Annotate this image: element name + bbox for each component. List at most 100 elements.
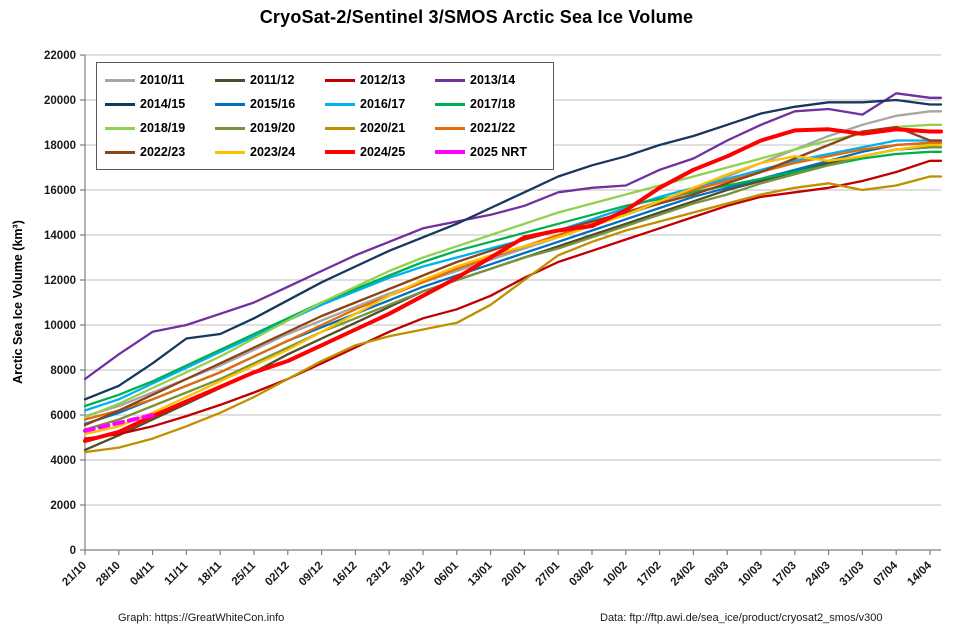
legend-swatch <box>105 102 135 106</box>
legend-label: 2014/15 <box>140 97 186 111</box>
series-line-2010-11 <box>83 110 943 418</box>
legend-swatch <box>215 150 245 154</box>
legend-item-2016-17: 2016/17 <box>325 97 435 111</box>
y-tick-label: 20000 <box>44 95 76 107</box>
series-line-2020-21 <box>83 175 943 454</box>
legend-swatch <box>435 150 465 154</box>
legend-item-2025-nrt: 2025 NRT <box>435 145 545 159</box>
legend-label: 2017/18 <box>470 97 516 111</box>
legend-label: 2016/17 <box>360 97 406 111</box>
x-tick-label: 04/11 <box>128 559 157 588</box>
legend-swatch <box>325 126 355 130</box>
y-tick-label: 14000 <box>44 230 76 242</box>
y-tick-label: 10000 <box>44 320 76 332</box>
x-tick-label: 24/03 <box>804 560 833 589</box>
x-tick-label: 30/12 <box>398 560 427 589</box>
legend-swatch <box>105 126 135 130</box>
legend-item-2012-13: 2012/13 <box>325 73 435 87</box>
graph-credit: Graph: https://GreatWhiteCon.info <box>118 612 285 624</box>
x-tick-label: 07/04 <box>871 559 900 588</box>
y-tick-label: 2000 <box>50 500 76 512</box>
x-tick-label: 09/12 <box>297 560 326 589</box>
x-tick-label: 24/02 <box>669 560 698 589</box>
legend-label: 2015/16 <box>250 97 296 111</box>
legend-swatch <box>215 78 245 82</box>
legend-label: 2020/21 <box>360 121 406 135</box>
legend-label: 2011/12 <box>250 73 295 87</box>
legend-label: 2025 NRT <box>470 145 527 159</box>
legend-label: 2010/11 <box>140 73 185 87</box>
x-tick-label: 21/10 <box>60 560 89 589</box>
y-tick-label: 16000 <box>44 185 76 197</box>
x-tick-label: 13/01 <box>466 559 495 588</box>
x-tick-label: 31/03 <box>838 560 867 589</box>
legend: 2010/11 2011/12 2012/13 2013/14 2014/15 2015/… <box>96 62 554 170</box>
series-line-2019-20 <box>83 146 943 431</box>
legend-swatch <box>325 150 355 154</box>
legend-item-2024-25: 2024/25 <box>325 145 435 159</box>
x-tick-label: 10/03 <box>736 560 765 589</box>
y-tick-label: 22000 <box>44 50 76 62</box>
legend-label: 2021/22 <box>470 121 516 135</box>
x-tick-label: 17/02 <box>635 560 664 589</box>
legend-item-2011-12: 2011/12 <box>215 73 325 87</box>
x-tick-label: 27/01 <box>533 559 562 588</box>
legend-swatch <box>435 126 465 130</box>
legend-label: 2024/25 <box>360 145 406 159</box>
x-tick-label: 18/11 <box>196 559 225 588</box>
legend-label: 2012/13 <box>360 73 406 87</box>
y-tick-label: 0 <box>70 545 76 557</box>
y-tick-label: 18000 <box>44 140 76 152</box>
series-line-2025-nrt <box>83 413 155 433</box>
legend-swatch <box>325 78 355 82</box>
legend-label: 2023/24 <box>250 145 296 159</box>
legend-label: 2013/14 <box>470 73 516 87</box>
y-tick-label: 8000 <box>50 365 76 377</box>
legend-swatch <box>105 78 135 82</box>
series-line-2013-14 <box>83 92 943 381</box>
series-line-2018-19 <box>83 123 943 419</box>
legend-item-2023-24: 2023/24 <box>215 145 325 159</box>
legend-item-2017-18: 2017/18 <box>435 97 545 111</box>
series-line-2012-13 <box>83 159 943 440</box>
legend-label: 2019/20 <box>250 121 296 135</box>
legend-swatch <box>215 102 245 106</box>
x-tick-label: 03/02 <box>567 560 596 589</box>
x-tick-label: 03/03 <box>702 560 731 589</box>
x-tick-label: 25/11 <box>230 559 259 588</box>
y-axis-title: Arctic Sea Ice Volume (km³) <box>11 220 25 384</box>
legend-item-2021-22: 2021/22 <box>435 121 545 135</box>
chart-title: CryoSat-2/Sentinel 3/SMOS Arctic Sea Ice… <box>259 7 694 27</box>
x-tick-label: 20/01 <box>500 559 529 588</box>
legend-swatch <box>325 102 355 106</box>
legend-item-2022-23: 2022/23 <box>105 145 215 159</box>
x-tick-label: 23/12 <box>364 560 393 589</box>
series-line-2023-24 <box>83 143 943 436</box>
x-tick-label: 17/03 <box>770 560 799 589</box>
x-tick-label: 28/10 <box>94 560 123 589</box>
series-line-2014-15 <box>83 98 943 401</box>
legend-swatch <box>215 126 245 130</box>
legend-swatch <box>105 150 135 154</box>
y-tick-label: 4000 <box>50 455 76 467</box>
legend-item-2015-16: 2015/16 <box>215 97 325 111</box>
legend-label: 2022/23 <box>140 145 186 159</box>
series-line-2024-25 <box>83 127 943 443</box>
legend-label: 2018/19 <box>140 121 186 135</box>
x-tick-label: 02/12 <box>263 560 292 589</box>
legend-swatch <box>435 78 465 82</box>
x-tick-label: 10/02 <box>601 560 630 589</box>
y-tick-label: 6000 <box>50 410 76 422</box>
data-source: Data: ftp://ftp.awi.de/sea_ice/product/c… <box>600 612 883 624</box>
x-tick-label: 14/04 <box>905 559 934 588</box>
x-tick-label: 16/12 <box>331 560 360 589</box>
x-tick-label: 11/11 <box>163 559 191 587</box>
x-tick-label: 06/01 <box>432 559 461 588</box>
legend-item-2020-21: 2020/21 <box>325 121 435 135</box>
series-lines <box>83 92 943 454</box>
legend-item-2018-19: 2018/19 <box>105 121 215 135</box>
legend-swatch <box>435 102 465 106</box>
legend-item-2014-15: 2014/15 <box>105 97 215 111</box>
y-tick-label: 12000 <box>44 275 76 287</box>
